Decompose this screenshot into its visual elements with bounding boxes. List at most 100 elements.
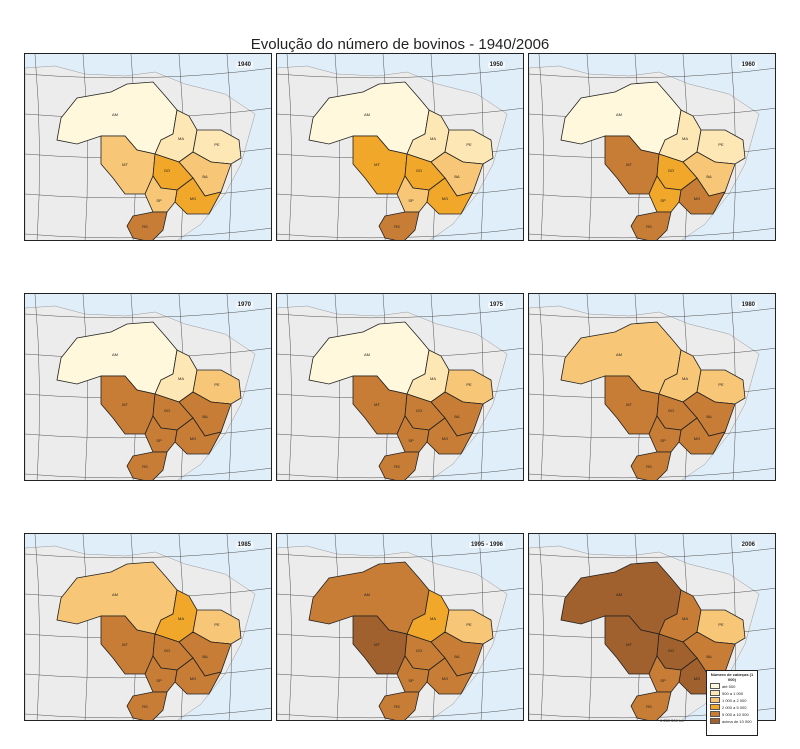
graticule-line xyxy=(334,294,340,480)
brazil-map: AM MA PE BA MT GO MG SP RS xyxy=(277,294,523,480)
state-label: SP xyxy=(660,678,666,683)
graticule-line xyxy=(586,294,592,480)
state-label: MT xyxy=(626,402,632,407)
brazil-map: AM MA PE BA MT GO MG SP RS xyxy=(529,294,775,480)
state-label: MA xyxy=(682,616,688,621)
state-label: GO xyxy=(668,648,674,653)
graticule-line xyxy=(277,67,523,79)
state-label: RS xyxy=(646,224,652,229)
state-label: MA xyxy=(682,376,688,381)
state-label: MT xyxy=(374,642,380,647)
region-sul xyxy=(630,211,672,240)
graticule-line xyxy=(25,547,271,559)
legend: Número de cabeças (1 000) até 500 500 a 1… xyxy=(706,670,758,736)
brazil-map: AM MA PE BA MT GO MG SP RS xyxy=(529,54,775,240)
state-label: GO xyxy=(416,408,422,413)
brazil-map: AM MA PE BA MT GO MG SP RS xyxy=(277,534,523,720)
brazil-map: AM MA PE BA MT GO MG SP RS xyxy=(277,54,523,240)
state-label: GO xyxy=(668,408,674,413)
panel-year: 1995 - 1996 xyxy=(468,542,505,548)
map-panel: AM MA PE BA MT GO MG SP RS 1985 xyxy=(24,533,272,721)
state-label: MG xyxy=(694,436,700,441)
legend-item: 2 000 a 5 000 xyxy=(710,704,754,710)
state-label: MA xyxy=(430,616,436,621)
region-sul xyxy=(630,451,672,480)
state-label: GO xyxy=(416,168,422,173)
graticule-line xyxy=(82,294,88,480)
state-label: GO xyxy=(668,168,674,173)
state-label: GO xyxy=(164,168,170,173)
state-label: RS xyxy=(142,224,148,229)
state-label: PE xyxy=(214,382,220,387)
region-sul xyxy=(126,451,168,480)
state-label: SP xyxy=(660,198,666,203)
legend-swatch xyxy=(710,697,720,703)
brazil-map: AM MA PE BA MT GO MG SP RS xyxy=(529,534,775,720)
map-panel: AM MA PE BA MT GO MG SP RS 1980 xyxy=(528,293,776,481)
map-panel: AM MA PE BA MT GO MG SP RS 1970 xyxy=(24,293,272,481)
state-label: GO xyxy=(164,408,170,413)
legend-swatch xyxy=(710,711,720,717)
graticule-line xyxy=(529,67,775,79)
state-label: SP xyxy=(660,438,666,443)
legend-label: 1 000 a 2 000 xyxy=(722,697,747,703)
state-label: GO xyxy=(416,648,422,653)
panel-year: 1960 xyxy=(739,62,757,68)
legend-label: 5 000 a 10 000 xyxy=(722,711,749,717)
legend-swatch xyxy=(710,690,720,696)
graticule-line xyxy=(34,54,40,240)
graticule-line xyxy=(538,294,544,480)
map-panel: AM MA PE BA MT GO MG SP RS 1975 xyxy=(276,293,524,481)
state-label: MT xyxy=(626,642,632,647)
state-label: PE xyxy=(214,142,220,147)
state-label: MG xyxy=(442,196,448,201)
panel-year: 1940 xyxy=(235,62,253,68)
region-sul xyxy=(378,211,420,240)
region-sul xyxy=(126,691,168,720)
legend-swatch xyxy=(710,704,720,710)
graticule-line xyxy=(34,534,40,720)
state-label: SP xyxy=(408,438,414,443)
panel-year: 1970 xyxy=(235,302,253,308)
state-label: MT xyxy=(122,642,128,647)
state-label: MG xyxy=(442,676,448,681)
graticule-line xyxy=(586,54,592,240)
state-label: PE xyxy=(718,622,724,627)
state-label: MT xyxy=(122,162,128,167)
graticule-line xyxy=(25,67,271,79)
graticule-line xyxy=(529,307,775,319)
region-sul xyxy=(378,451,420,480)
map-panel: AM MA PE BA MT GO MG SP RS 2006 xyxy=(528,533,776,721)
map-panel: AM MA PE BA MT GO MG SP RS 1995 - 1996 xyxy=(276,533,524,721)
state-label: SP xyxy=(156,198,162,203)
state-label: PE xyxy=(466,142,472,147)
map-title: Evolução do número de bovinos - 1940/200… xyxy=(250,36,550,53)
state-label: MA xyxy=(682,136,688,141)
state-label: MA xyxy=(430,376,436,381)
state-label: MT xyxy=(374,162,380,167)
graticule-line xyxy=(529,547,775,559)
state-label: AM xyxy=(112,592,118,597)
state-label: MG xyxy=(190,196,196,201)
brazil-map: AM MA PE BA MT GO MG SP RS xyxy=(25,294,271,480)
panel-year: 1950 xyxy=(487,62,505,68)
legend-item: 500 a 1 000 xyxy=(710,690,754,696)
state-label: MG xyxy=(442,436,448,441)
state-label: MA xyxy=(178,616,184,621)
graticule-line xyxy=(586,534,592,720)
state-label: RS xyxy=(394,224,400,229)
state-label: PE xyxy=(466,382,472,387)
state-label: AM xyxy=(616,592,622,597)
state-label: AM xyxy=(364,592,370,597)
state-label: PE xyxy=(718,142,724,147)
state-label: AM xyxy=(112,112,118,117)
graticule-line xyxy=(34,294,40,480)
state-label: BA xyxy=(706,414,712,419)
legend-label: 500 a 1 000 xyxy=(722,690,744,696)
state-label: RS xyxy=(394,464,400,469)
state-label: PE xyxy=(718,382,724,387)
state-label: BA xyxy=(706,174,712,179)
state-label: MT xyxy=(122,402,128,407)
legend-rows: até 500 500 a 1 000 1 000 a 2 000 2 000 a 5… xyxy=(710,683,754,724)
panel-year: 1985 xyxy=(235,542,253,548)
